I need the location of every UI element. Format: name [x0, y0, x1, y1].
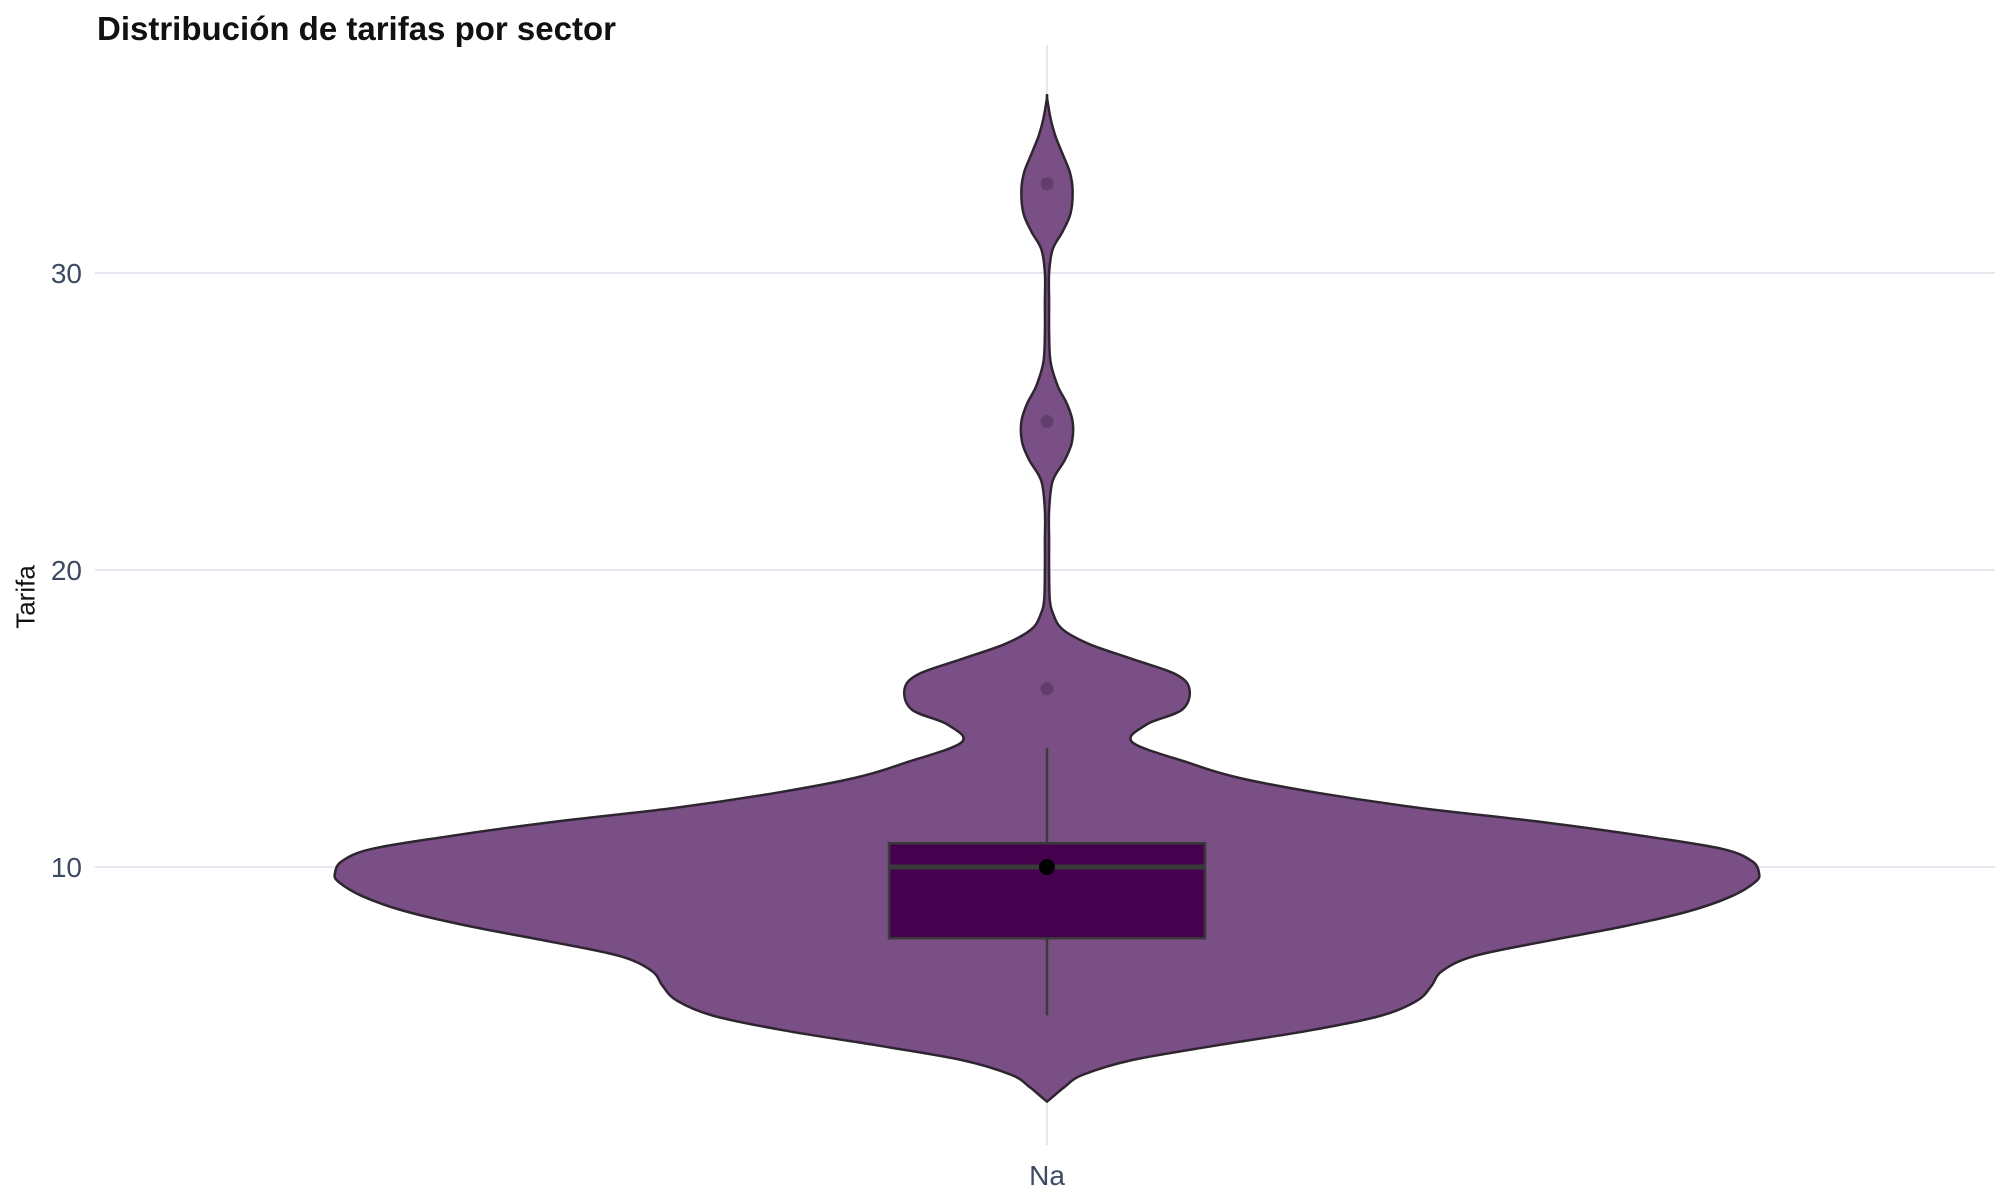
x-tick-label: Na	[1029, 1160, 1065, 1191]
box	[887, 841, 1207, 940]
chart-title: Distribución de tarifas por sector	[97, 10, 616, 47]
data-point	[1040, 415, 1054, 428]
y-tick-label: 30	[51, 258, 82, 289]
mean-point	[1039, 859, 1055, 875]
violin-shape	[333, 93, 1761, 1104]
data-point	[1040, 177, 1054, 191]
data-point	[1040, 682, 1054, 696]
y-tick-label: 10	[51, 852, 82, 883]
y-tick-label: 20	[51, 555, 82, 586]
